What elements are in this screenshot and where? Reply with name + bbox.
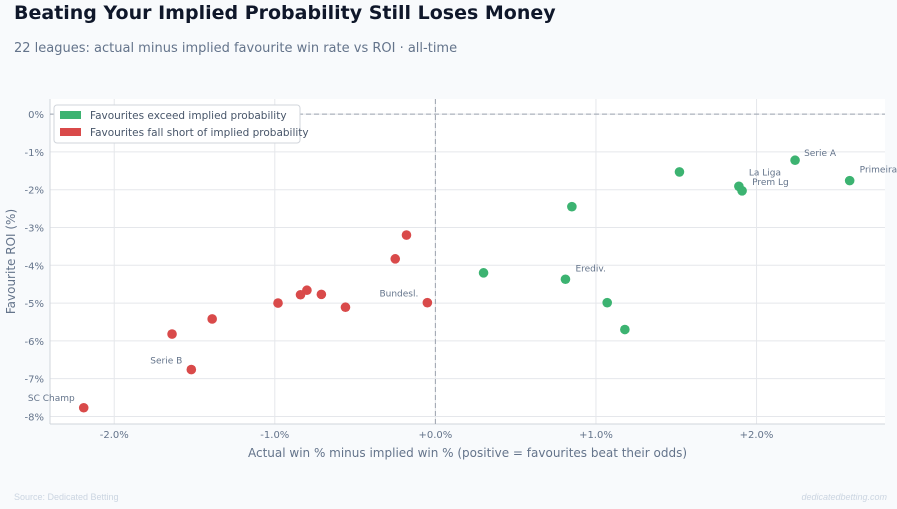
legend-swatch	[60, 111, 81, 119]
data-point	[602, 297, 613, 308]
data-point	[316, 289, 327, 300]
data-point	[560, 274, 571, 285]
source-note: Source: Dedicated Betting	[14, 492, 119, 502]
point-label: Prem Lg	[752, 178, 789, 188]
chart-subtitle: 22 leagues: actual minus implied favouri…	[14, 41, 458, 56]
y-tick-label: -3%	[25, 223, 44, 234]
data-point	[167, 329, 177, 339]
point-label: SC Champ	[28, 394, 75, 404]
y-tick-label: -1%	[25, 148, 44, 159]
point-label: Serie A	[804, 149, 837, 159]
y-tick-label: -2%	[25, 186, 44, 197]
x-tick-label: +1.0%	[579, 430, 613, 441]
legend-label: Favourites fall short of implied probabi…	[90, 127, 309, 139]
plot-area	[50, 99, 885, 424]
legend-label: Favourites exceed implied probability	[90, 110, 287, 122]
y-tick-label: -4%	[25, 261, 44, 272]
data-point	[207, 314, 217, 324]
y-axis-title: Favourite ROI (%)	[4, 209, 18, 314]
data-point	[295, 289, 306, 300]
data-point	[186, 364, 197, 375]
chart-title: Beating Your Implied Probability Still L…	[14, 2, 556, 24]
y-tick-label: 0%	[28, 110, 44, 121]
point-label: Erediv.	[575, 264, 605, 274]
point-label: Bundesl.	[379, 290, 418, 300]
data-point	[401, 230, 412, 240]
point-label: La Liga	[749, 168, 781, 178]
data-point	[737, 186, 747, 196]
x-tick-label: +0.0%	[418, 430, 452, 441]
data-point	[478, 268, 489, 278]
y-tick-label: -7%	[25, 375, 44, 386]
data-point	[78, 402, 89, 413]
data-point	[674, 167, 685, 177]
point-label: Primeira	[860, 166, 897, 176]
y-tick-label: -5%	[25, 299, 44, 310]
x-axis-title: Actual win % minus implied win % (positi…	[248, 446, 687, 460]
point-label: Serie B	[150, 357, 182, 367]
data-point	[567, 201, 577, 212]
x-tick-label: -2.0%	[100, 430, 129, 441]
data-point	[790, 155, 800, 166]
data-point	[390, 254, 401, 264]
x-tick-label: +2.0%	[740, 430, 774, 441]
x-tick-label: -1.0%	[260, 430, 289, 441]
y-tick-label: -8%	[25, 412, 44, 423]
data-point	[844, 175, 855, 186]
brand-watermark: dedicatedbetting.com	[801, 492, 887, 502]
data-point	[273, 298, 283, 308]
legend-swatch	[60, 128, 81, 136]
data-point	[422, 297, 433, 308]
legend-box	[53, 104, 301, 144]
y-tick-label: -6%	[25, 337, 44, 348]
data-point	[340, 302, 351, 313]
data-point	[620, 324, 630, 335]
